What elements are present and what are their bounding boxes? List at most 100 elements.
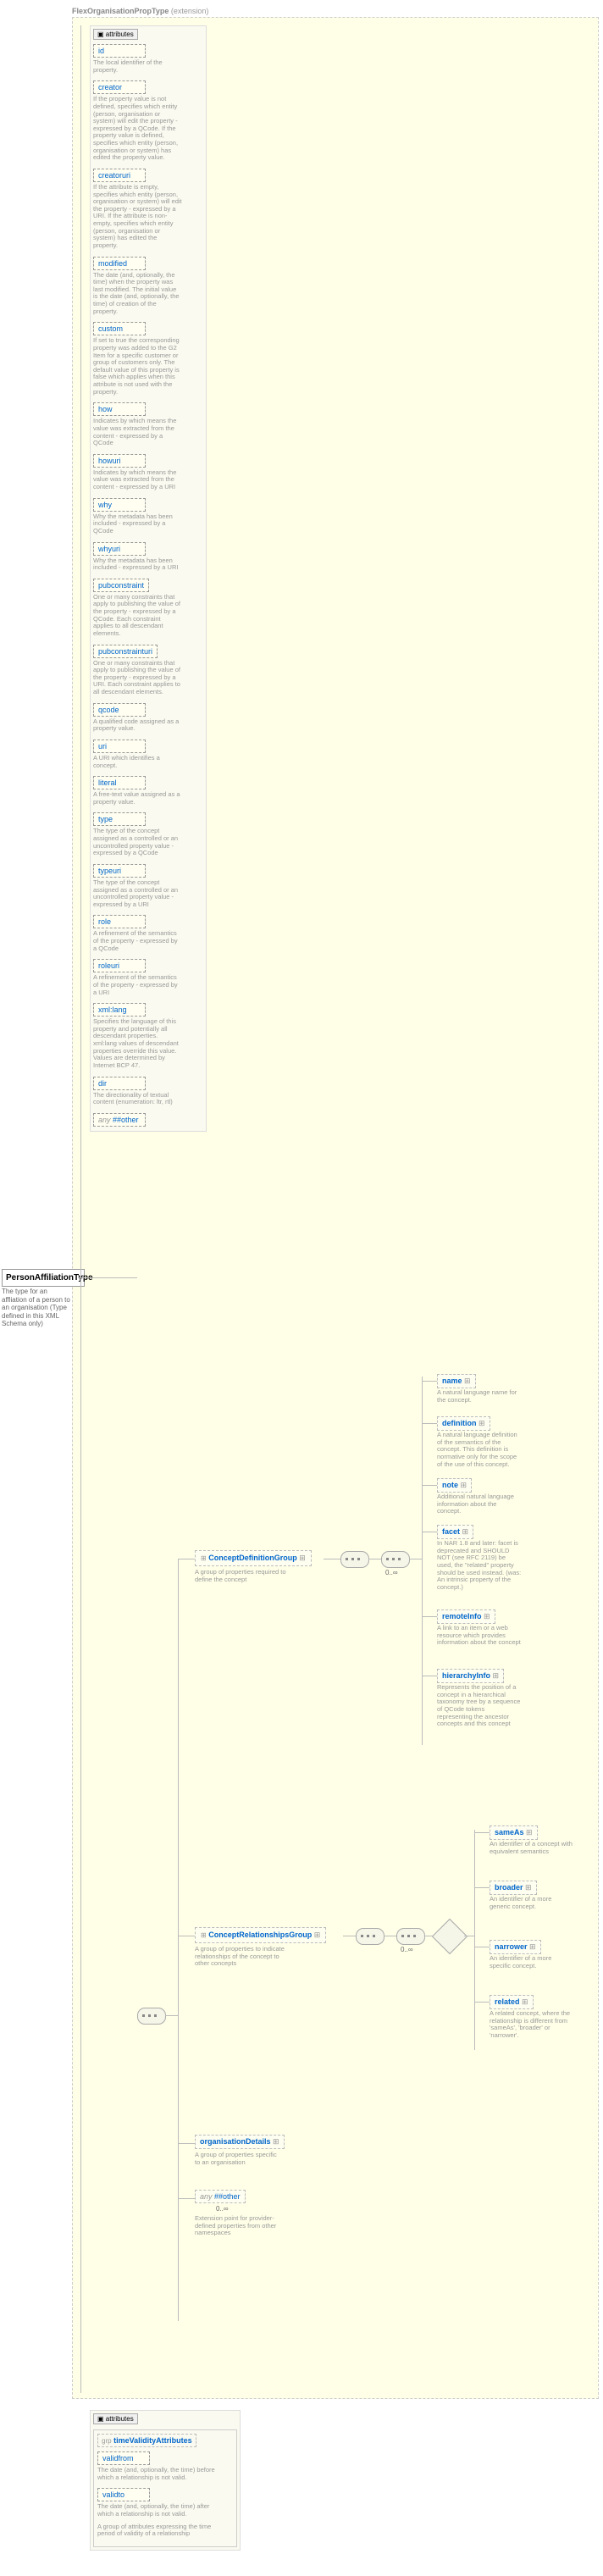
attr-item: pubconstrainturi xyxy=(93,645,158,658)
concept-definition-group: ⊞ ConceptDefinitionGroup ⊞ xyxy=(195,1550,312,1566)
concept-rel-desc: A group of properties to indicate relati… xyxy=(195,1946,288,1968)
plus-icon: ⊞ xyxy=(462,1527,469,1536)
elem-label: related xyxy=(495,1997,520,2006)
attr-item: type xyxy=(93,812,146,826)
attr-desc: If the attribute is empty, specifies whi… xyxy=(93,184,182,250)
plus-icon: ⊞ xyxy=(484,1612,490,1620)
time-validity-group: grp timeValidityAttributes validfromThe … xyxy=(93,2429,237,2547)
lower-attributes-box: ▣ attributes grp timeValidityAttributes … xyxy=(90,2410,241,2551)
plus-icon: ⊞ xyxy=(493,1671,500,1680)
connector xyxy=(178,2198,195,2199)
org-details-label: organisationDetails xyxy=(200,2137,271,2146)
attr-item: pubconstraint xyxy=(93,579,149,592)
minus-icon: ▣ xyxy=(97,2415,104,2423)
extension-header: FlexOrganisationPropType (extension) xyxy=(72,7,208,15)
elem-label: sameAs xyxy=(495,1828,524,1836)
attr-item: creator xyxy=(93,80,146,94)
grp-prefix: grp xyxy=(102,2437,112,2445)
root-type-desc: The type for an affliation of a person t… xyxy=(2,1288,74,1328)
connector xyxy=(178,2143,195,2144)
extension-name: FlexOrganisationPropType xyxy=(72,7,169,15)
connector xyxy=(422,1377,423,1745)
attr-pair-whyuri: whyuriWhy the metadata has been included… xyxy=(93,540,203,572)
concept-relationships-group: ⊞ ConceptRelationshipsGroup ⊞ xyxy=(195,1927,326,1943)
plus-icon: ⊞ xyxy=(461,1481,467,1489)
attr-pair-creator: creator If the property value is not defi… xyxy=(93,79,203,162)
connector xyxy=(474,1832,490,1833)
elem-definition: definition ⊞ xyxy=(437,1416,490,1431)
attr-pair-howuri: howuriIndicates by which means the value… xyxy=(93,452,203,491)
attr-desc: If the property value is not defined, sp… xyxy=(93,96,182,162)
grp-prefix: ⊞ xyxy=(201,1931,207,1939)
plus-icon: ⊞ xyxy=(314,1931,321,1939)
attr-item: literal xyxy=(93,776,146,789)
plus-icon: ⊞ xyxy=(273,2137,279,2146)
attr-pair-literal: literal A free-text value assigned as a p… xyxy=(93,774,203,806)
org-details-desc: A group of properties specific to an org… xyxy=(195,2152,279,2166)
attr-pair-id: idThe local identifier of the property. xyxy=(93,42,203,74)
time-attr-validfrom: validfromThe date (and, optionally, the … xyxy=(97,2450,233,2481)
concept-rel-label: ConceptRelationshipsGroup xyxy=(208,1931,312,1939)
attr-pair-pubconstraint: pubconstraint One or many constraints tha… xyxy=(93,577,203,638)
attr-desc: One or many constraints that apply to pu… xyxy=(93,594,182,638)
connector xyxy=(78,1277,137,1278)
elem-label: note xyxy=(442,1481,458,1489)
attr-item: role xyxy=(93,915,146,928)
elem-label: remoteInfo xyxy=(442,1612,482,1620)
elem-desc: An identifier of a more specific concept… xyxy=(490,1955,574,1969)
extension-suffix: (extension) xyxy=(171,7,209,15)
elem-related: related ⊞ xyxy=(490,1995,534,2009)
attr-desc: A free-text value assigned as a property… xyxy=(93,791,182,806)
attr-desc: A refinement of the semantics of the pro… xyxy=(93,974,182,996)
attr-item: validfrom xyxy=(97,2451,150,2465)
plus-icon: ⊞ xyxy=(526,1828,533,1836)
connector xyxy=(474,2002,490,2003)
attr-item: howuri xyxy=(93,454,146,468)
elem-desc: A natural language definition of the sem… xyxy=(437,1432,522,1468)
attr-desc: The local identifier of the property. xyxy=(93,59,182,74)
elem-desc: A natural language name for the concept. xyxy=(437,1389,522,1404)
attr-pair-dir: dirThe directionality of textual content… xyxy=(93,1075,203,1106)
attr-desc: The date (and, optionally, the time) whe… xyxy=(93,272,182,316)
attr-desc: If set to true the corresponding propert… xyxy=(93,337,182,396)
attr-item: qcode xyxy=(93,703,146,717)
attr-pair-uri: uriA URI which identifies a concept. xyxy=(93,738,203,769)
seq-node xyxy=(356,1928,384,1945)
attr-desc: The type of the concept assigned as a co… xyxy=(93,879,182,909)
elem-desc: Represents the position of a concept in … xyxy=(437,1684,522,1728)
minus-icon: ▣ xyxy=(97,30,104,38)
mult-label: 0..∞ xyxy=(401,1946,413,1953)
elem-label: hierarchyInfo xyxy=(442,1671,490,1680)
attr-item: typeuri xyxy=(93,864,146,878)
elem-label: name xyxy=(442,1377,462,1385)
seq-node xyxy=(396,1928,425,1945)
attr-pair-typeuri: typeuriThe type of the concept assigned … xyxy=(93,862,203,909)
attributes-box: ▣ attributes idThe local identifier of t… xyxy=(90,25,207,1132)
attr-desc: A qualified code assigned as a property … xyxy=(93,718,182,733)
attr-pair-role: role A refinement of the semantics of the… xyxy=(93,913,203,952)
elem-desc: A related concept, where the relationshi… xyxy=(490,2010,574,2040)
attr-pair-roleuri: roleuri A refinement of the semantics of … xyxy=(93,957,203,996)
attr-desc: A refinement of the semantics of the pro… xyxy=(93,930,182,952)
attr-item: roleuri xyxy=(93,959,146,972)
attr-pair-xml:lang: xml:langSpecifies the language of this p… xyxy=(93,1001,203,1069)
plus-icon: ⊞ xyxy=(464,1377,471,1385)
plus-icon: ⊞ xyxy=(299,1554,306,1562)
elem-name: name ⊞ xyxy=(437,1374,476,1388)
connector xyxy=(422,1485,437,1486)
seq-node xyxy=(340,1551,369,1568)
elem-narrower: narrower ⊞ xyxy=(490,1940,541,1954)
elem-label: broader xyxy=(495,1883,523,1892)
seq-node xyxy=(381,1551,410,1568)
connector xyxy=(80,25,81,2393)
elem-broader: broader ⊞ xyxy=(490,1881,537,1895)
attr-desc: A URI which identifies a concept. xyxy=(93,755,182,769)
attr-item: custom xyxy=(93,322,146,335)
connector xyxy=(178,1559,179,2321)
connector xyxy=(474,1830,475,2050)
grp-prefix: ⊞ xyxy=(201,1554,207,1562)
concept-def-label: ConceptDefinitionGroup xyxy=(208,1554,297,1562)
attr-pair-qcode: qcodeA qualified code assigned as a prop… xyxy=(93,701,203,733)
connector xyxy=(422,1381,437,1382)
attr-pair-how: howIndicates by which means the value wa… xyxy=(93,401,203,447)
